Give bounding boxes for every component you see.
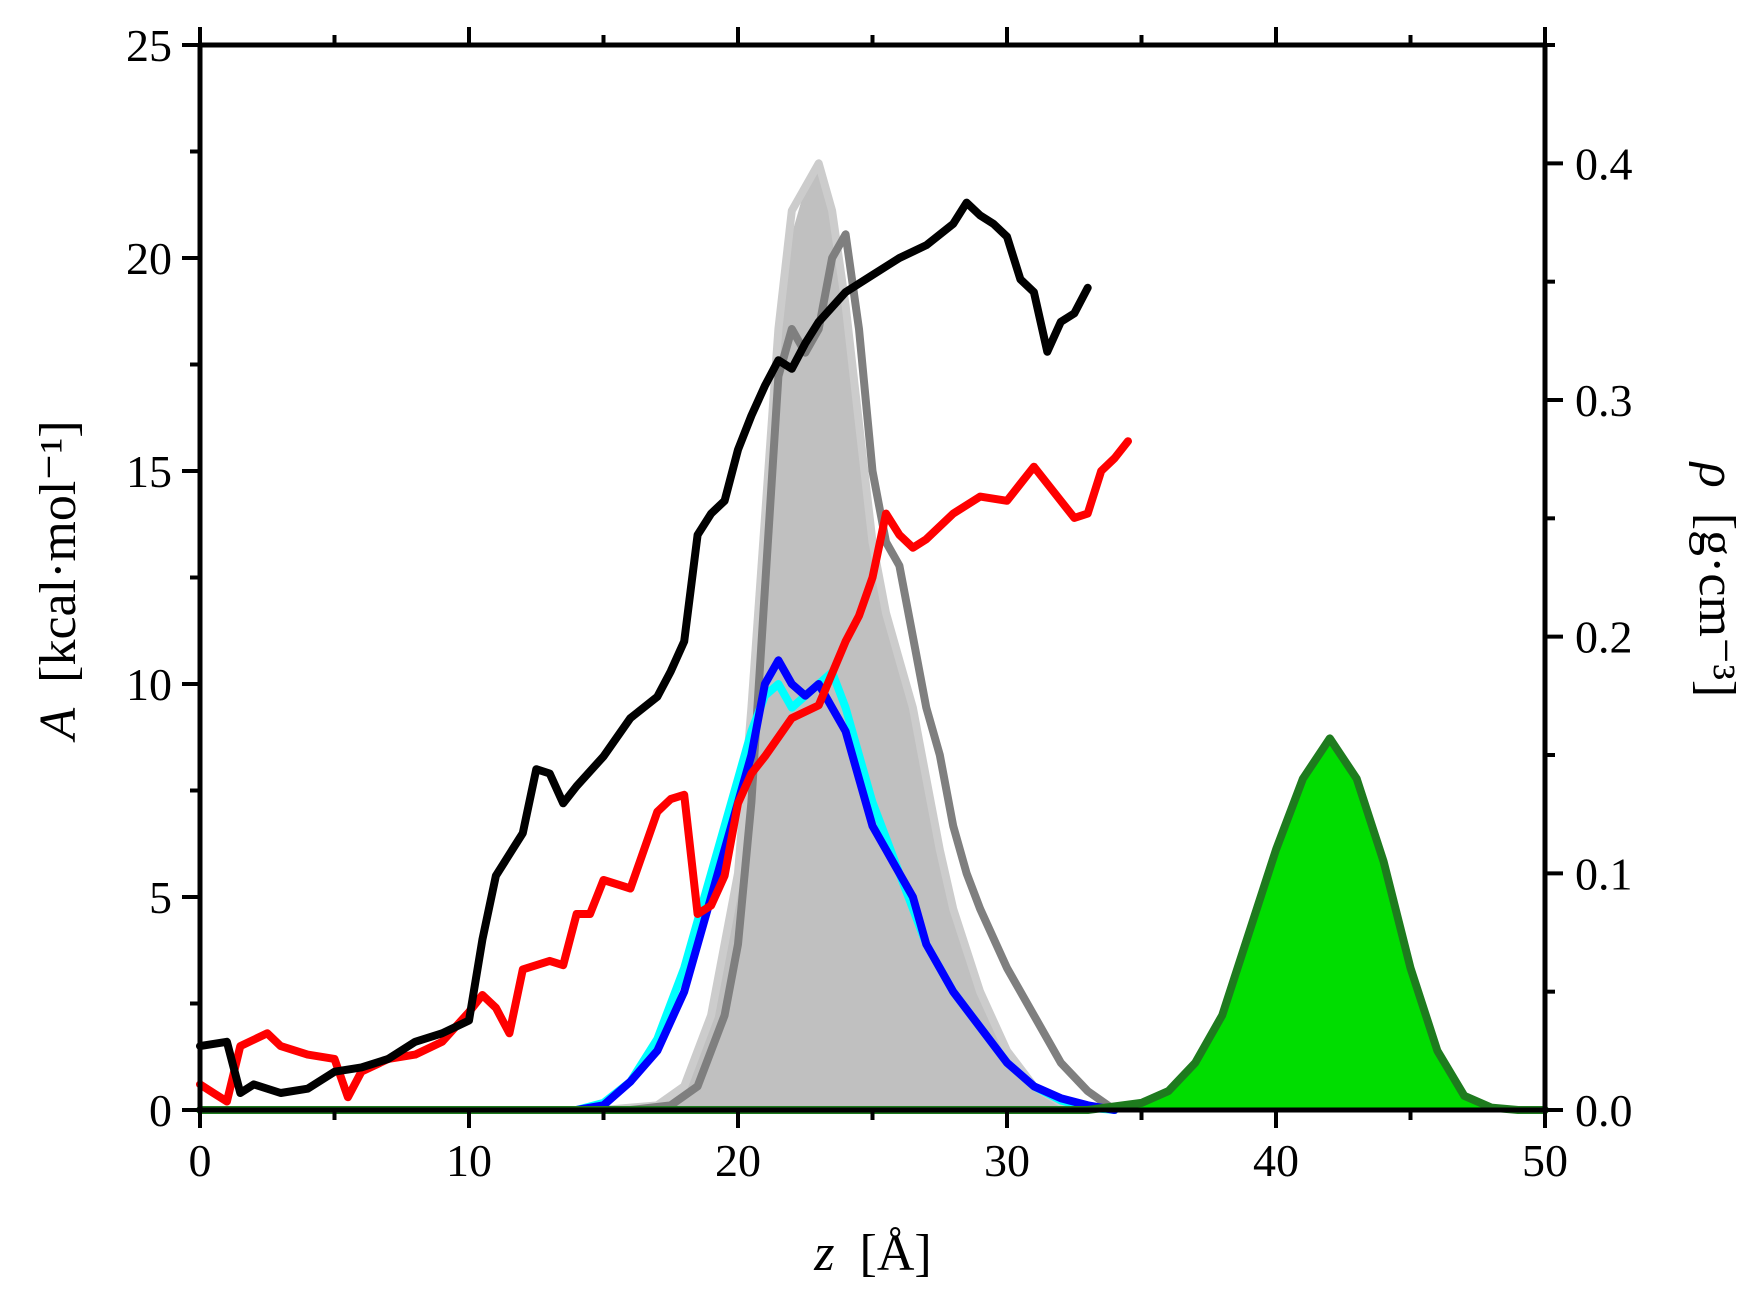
series-area-5 [1087,738,1519,1110]
x-tick-label: 40 [1253,1135,1299,1186]
right-axis-unit: [g·cm⁻³] [1688,513,1745,698]
y-left-tick-label: 15 [126,446,172,497]
series-line-2 [626,230,1119,1114]
series-line-8 [196,198,1092,1097]
x-axis-variable: z [813,1225,834,1282]
x-tick-label: 10 [446,1135,492,1186]
y-right-tick-label: 0.3 [1575,375,1633,426]
y-right-tick-label: 0.2 [1575,612,1633,663]
x-tick-label: 0 [189,1135,212,1186]
series-line-6 [196,734,1549,1114]
y-right-tick-label: 0.0 [1575,1085,1633,1136]
series-line-1 [599,159,1092,1114]
series-line-4 [572,656,1119,1114]
y-left-tick-label: 10 [126,659,172,710]
x-tick-label: 50 [1522,1135,1568,1186]
left-axis-variable: A [30,708,87,743]
right-axis-title: ρ [g·cm⁻³] [1688,461,1745,697]
right-axis-variable: ρ [1688,461,1745,488]
y-right-tick-label: 0.1 [1575,848,1633,899]
x-tick-label: 30 [984,1135,1030,1186]
y-left-tick-label: 20 [126,233,172,284]
series-layer [196,159,1549,1114]
x-axis-unit: [Å] [860,1225,932,1282]
ticks-layer: 0 10 20 30 40 50 0 5 10 15 20 25 0.0 0.1 0.2 0.3 0.4 [126,20,1633,1186]
y-right-tick-label: 0.4 [1575,138,1633,189]
x-axis-title: z [Å] [813,1225,931,1282]
y-left-tick-label: 5 [149,872,172,923]
x-tick-label: 20 [715,1135,761,1186]
y-left-tick-label: 0 [149,1085,172,1136]
y-left-tick-label: 25 [126,20,172,71]
series-line-7 [196,437,1132,1106]
left-axis-unit: [kcal·mol⁻¹] [30,420,87,683]
left-axis-title: A [kcal·mol⁻¹] [30,420,87,742]
